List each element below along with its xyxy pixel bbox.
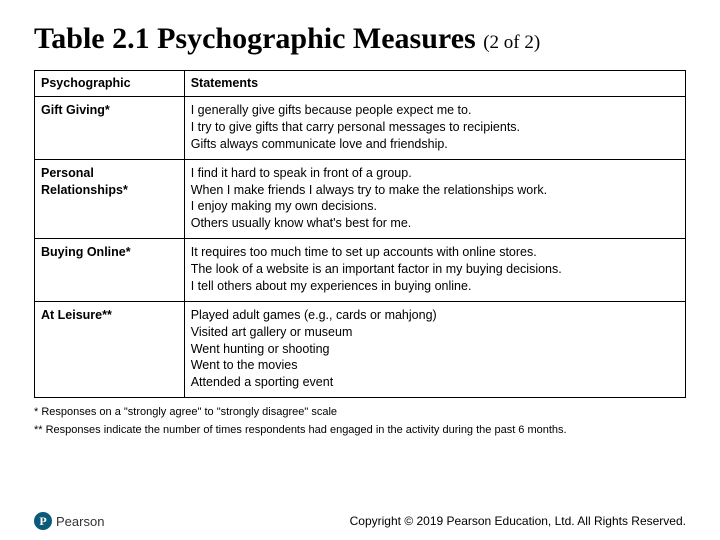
slide-title: Table 2.1 Psychographic Measures (2 of 2… — [34, 22, 686, 56]
statement: Others usually know what's best for me. — [191, 215, 679, 232]
footnote: ** Responses indicate the number of time… — [34, 422, 686, 440]
footer: P Pearson Copyright © 2019 Pearson Educa… — [34, 512, 686, 530]
copyright-text: Copyright © 2019 Pearson Education, Ltd.… — [350, 514, 686, 528]
title-main: Table 2.1 Psychographic Measures — [34, 22, 483, 55]
footnote: * Responses on a "strongly agree" to "st… — [34, 404, 686, 422]
table-header-row: Psychographic Statements — [35, 71, 686, 97]
logo-mark-icon: P — [34, 512, 52, 530]
statement: I generally give gifts because people ex… — [191, 102, 679, 119]
statement: Went hunting or shooting — [191, 341, 679, 358]
row-label: Buying Online* — [35, 239, 185, 302]
header-psychographic: Psychographic — [35, 71, 185, 97]
statement: I tell others about my experiences in bu… — [191, 278, 679, 295]
logo-text: Pearson — [56, 514, 104, 529]
publisher-logo: P Pearson — [34, 512, 104, 530]
statement: Visited art gallery or museum — [191, 324, 679, 341]
statement: I enjoy making my own decisions. — [191, 198, 679, 215]
footnotes: * Responses on a "strongly agree" to "st… — [34, 404, 686, 439]
header-statements: Statements — [184, 71, 685, 97]
row-statements: I find it hard to speak in front of a gr… — [184, 159, 685, 239]
statement: Went to the movies — [191, 357, 679, 374]
psychographic-table: Psychographic Statements Gift Giving* I … — [34, 70, 686, 398]
table-row: Personal Relationships* I find it hard t… — [35, 159, 686, 239]
title-sub: (2 of 2) — [483, 32, 540, 53]
row-label: Personal Relationships* — [35, 159, 185, 239]
row-statements: Played adult games (e.g., cards or mahjo… — [184, 301, 685, 397]
statement: Played adult games (e.g., cards or mahjo… — [191, 307, 679, 324]
table-row: Buying Online* It requires too much time… — [35, 239, 686, 302]
statement: I try to give gifts that carry personal … — [191, 119, 679, 136]
row-label: Gift Giving* — [35, 97, 185, 160]
statement: When I make friends I always try to make… — [191, 182, 679, 199]
statement: I find it hard to speak in front of a gr… — [191, 165, 679, 182]
statement: Gifts always communicate love and friend… — [191, 136, 679, 153]
row-statements: It requires too much time to set up acco… — [184, 239, 685, 302]
row-label: At Leisure** — [35, 301, 185, 397]
row-statements: I generally give gifts because people ex… — [184, 97, 685, 160]
table-row: Gift Giving* I generally give gifts beca… — [35, 97, 686, 160]
statement: The look of a website is an important fa… — [191, 261, 679, 278]
statement: Attended a sporting event — [191, 374, 679, 391]
statement: It requires too much time to set up acco… — [191, 244, 679, 261]
table-row: At Leisure** Played adult games (e.g., c… — [35, 301, 686, 397]
